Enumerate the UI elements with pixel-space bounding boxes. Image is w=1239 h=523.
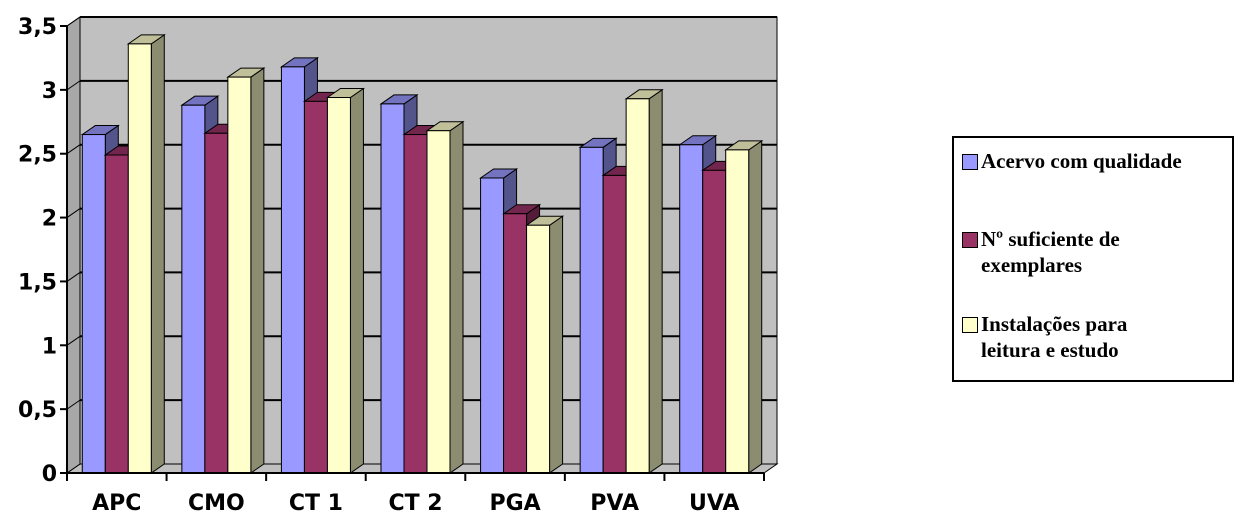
bar-front (380, 103, 405, 474)
bar-front (579, 146, 604, 474)
bar-side (648, 88, 663, 474)
bar-front (702, 169, 727, 474)
y-tick-label: 2,5 (18, 143, 57, 168)
y-tick-label: 2 (42, 207, 57, 232)
bar-front (526, 224, 551, 474)
x-tick-label: PVA (590, 491, 639, 516)
x-tick-label: CT 1 (289, 491, 343, 516)
legend-item-acervo: Acervo com qualidade (962, 148, 1182, 174)
bar (724, 139, 764, 474)
bar (226, 67, 266, 474)
bar-front (403, 134, 428, 474)
gridline-diagonal (66, 208, 81, 218)
bar-front (602, 174, 627, 474)
bar-front (679, 144, 704, 474)
legend-label-exemplares: Nº suficiente de exemplares (981, 226, 1120, 278)
bar-front (303, 100, 328, 474)
gridline-diagonal (66, 16, 81, 27)
bar-front (480, 177, 505, 474)
x-tick-label: APC (92, 491, 141, 516)
legend-item-exemplares: Nº suficiente de exemplares (962, 226, 1120, 278)
bar-front (725, 149, 750, 474)
gridline-diagonal (66, 144, 81, 155)
bar-front (503, 213, 528, 474)
y-axis-tick-labels: 0 0,5 1 1,5 2 2,5 3 3,5 (18, 15, 57, 487)
x-tick-label: CMO (188, 491, 245, 516)
bar-front (181, 104, 206, 474)
y-tick-label: 1 (42, 334, 57, 359)
legend-swatch-acervo (962, 154, 978, 170)
legend-label-instalacoes-line1: Instalações para (981, 312, 1128, 336)
bar-front (625, 98, 650, 474)
legend: Acervo com qualidade Nº suficiente de ex… (952, 136, 1234, 382)
legend-label-instalacoes: Instalações para leitura e estudo (981, 311, 1127, 363)
x-tick-label: CT 2 (388, 491, 442, 516)
y-tick-label: 1,5 (18, 270, 57, 295)
legend-label-exemplares-line2: exemplares (981, 253, 1083, 277)
legend-item-instalacoes: Instalações para leitura e estudo (962, 311, 1127, 363)
gridline-diagonal (66, 399, 81, 410)
bar-side (349, 87, 364, 474)
bar-front (204, 132, 229, 474)
bar (624, 88, 664, 474)
x-axis-tick-labels: APC CMO CT 1 CT 2 PGA PVA UVA (92, 491, 739, 516)
bar (425, 120, 465, 474)
bar-front (127, 43, 152, 474)
y-tick-label: 3 (42, 79, 57, 104)
bar-front (104, 154, 129, 474)
bar (524, 215, 565, 474)
bar-front (81, 134, 106, 474)
bar-front (326, 97, 351, 474)
gridline-diagonal (66, 335, 81, 346)
bar-side (449, 120, 464, 474)
legend-label-acervo: Acervo com qualidade (981, 149, 1182, 173)
gridline-diagonal (66, 80, 81, 91)
legend-label-instalacoes-line2: leitura e estudo (981, 338, 1119, 362)
gridline-diagonal (66, 272, 81, 282)
bar-side (250, 67, 265, 474)
y-tick-label: 0 (42, 462, 57, 487)
bar-front (227, 76, 252, 474)
bar (325, 87, 366, 474)
x-tick-label: PGA (489, 491, 540, 516)
bar-front (426, 130, 451, 474)
legend-label-exemplares-line1: Nº suficiente de (981, 227, 1120, 251)
bar-side (549, 215, 564, 474)
y-tick-label: 3,5 (18, 15, 57, 40)
legend-swatch-instalacoes (962, 317, 978, 333)
bar (126, 33, 166, 474)
bar-front (280, 66, 305, 474)
legend-swatch-exemplares (962, 232, 978, 248)
y-tick-label: 0,5 (18, 398, 57, 423)
axes (60, 25, 765, 481)
bars (80, 33, 764, 474)
bar-side (748, 139, 763, 474)
bar-side (150, 33, 165, 474)
x-tick-label: UVA (689, 491, 739, 516)
